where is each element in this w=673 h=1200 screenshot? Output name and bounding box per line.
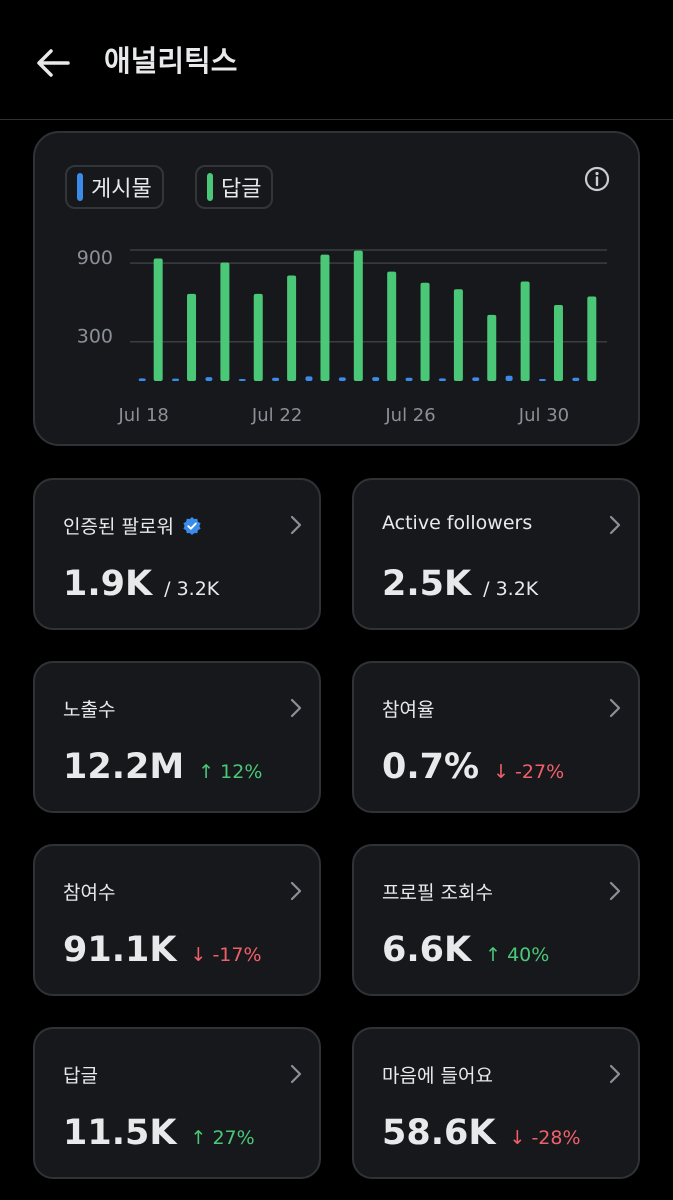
metric-value-row: 6.6K ↑ 40% — [382, 928, 549, 977]
bar-replies — [420, 282, 430, 381]
metric-label: 참여수 — [63, 882, 116, 904]
metric-value-row: 58.6K ↓ -28% — [382, 1111, 581, 1160]
metric-label: 답글 — [63, 1065, 98, 1087]
bar-replies — [220, 262, 230, 381]
metric-card-verified-followers[interactable]: 인증된 팔로워 1.9K / 3.2K — [33, 478, 321, 630]
bar-posts — [205, 377, 213, 381]
metric-value-row: 2.5K / 3.2K — [382, 562, 538, 611]
metric-value: 0.7% — [382, 747, 480, 787]
bar-posts — [572, 377, 580, 381]
bar-posts — [405, 377, 413, 381]
bar-posts — [238, 379, 246, 381]
x-tick-label: Jul 26 — [384, 405, 435, 426]
bar-posts — [372, 377, 380, 381]
legend-posts-chip[interactable]: 게시물 — [65, 165, 164, 209]
legend-replies-swatch — [207, 173, 213, 201]
chevron-right-icon — [290, 881, 302, 901]
metric-value: 2.5K — [382, 564, 472, 604]
metric-total: / 3.2K — [483, 578, 539, 600]
arrow-left-icon[interactable] — [30, 40, 76, 86]
metric-change: ↓ -17% — [190, 944, 262, 966]
metric-card-engagements[interactable]: 참여수 91.1K ↓ -17% — [33, 844, 321, 996]
page-title: 애널리틱스 — [104, 44, 238, 78]
bar-replies — [187, 293, 197, 381]
metric-label: 프로필 조회수 — [382, 882, 493, 904]
bar-replies — [320, 254, 330, 381]
y-tick-label: 900 — [77, 247, 113, 269]
chevron-right-icon — [609, 1064, 621, 1084]
metric-card-impressions[interactable]: 노출수 12.2M ↑ 12% — [33, 661, 321, 813]
metric-label: Active followers — [382, 512, 533, 534]
bar-replies — [353, 250, 363, 381]
metric-value: 91.1K — [63, 930, 177, 970]
legend-replies-chip[interactable]: 답글 — [195, 165, 274, 209]
bar-posts — [472, 377, 480, 381]
metric-label: 인증된 팔로워 — [63, 512, 202, 539]
metric-value-row: 11.5K ↑ 27% — [63, 1111, 255, 1160]
metric-value-row: 1.9K / 3.2K — [63, 562, 219, 611]
legend-posts-swatch — [77, 173, 83, 201]
chevron-right-icon — [609, 881, 621, 901]
bar-replies — [387, 271, 397, 381]
metric-value-row: 0.7% ↓ -27% — [382, 745, 564, 794]
metric-card-engagement-rate[interactable]: 참여율 0.7% ↓ -27% — [352, 661, 640, 813]
metric-change: ↓ -28% — [509, 1127, 581, 1149]
x-tick-label: Jul 22 — [251, 405, 302, 426]
metric-change: ↑ 27% — [190, 1127, 255, 1149]
metric-label: 참여율 — [382, 699, 435, 721]
metric-value-row: 91.1K ↓ -17% — [63, 928, 262, 977]
chart-card: 300 900 Jul 18 Jul 22 Jul 26 Jul 30 게시물 답글 — [33, 131, 640, 446]
metric-card-likes[interactable]: 마음에 들어요 58.6K ↓ -28% — [352, 1027, 640, 1179]
info-icon[interactable] — [583, 165, 611, 193]
chevron-right-icon — [290, 698, 302, 718]
chevron-right-icon — [609, 698, 621, 718]
bar-replies — [253, 293, 263, 381]
metric-card-profile-visits[interactable]: 프로필 조회수 6.6K ↑ 40% — [352, 844, 640, 996]
chevron-right-icon — [290, 515, 302, 535]
bar-posts — [138, 378, 146, 381]
x-tick-label: Jul 30 — [518, 405, 569, 426]
bar-replies — [153, 258, 163, 381]
y-tick-label: 300 — [77, 326, 113, 348]
legend-replies-label: 답글 — [221, 177, 262, 202]
metric-value: 11.5K — [63, 1113, 177, 1153]
bar-replies — [287, 275, 297, 381]
app-header: 애널리틱스 — [0, 0, 673, 120]
bar-replies — [487, 314, 497, 381]
metric-value-row: 12.2M ↑ 12% — [63, 745, 262, 794]
bar-replies — [553, 305, 563, 381]
bar-replies — [453, 289, 463, 381]
chevron-right-icon — [290, 1064, 302, 1084]
metric-card-active-followers[interactable]: Active followers 2.5K / 3.2K — [352, 478, 640, 630]
bar-replies — [587, 296, 597, 381]
x-tick-label: Jul 18 — [118, 405, 169, 426]
legend-posts-label: 게시물 — [91, 177, 152, 202]
verified-badge-icon — [183, 516, 201, 535]
metric-card-replies[interactable]: 답글 11.5K ↑ 27% — [33, 1027, 321, 1179]
bar-replies — [520, 281, 530, 381]
bar-posts — [338, 377, 346, 381]
bar-posts — [305, 376, 313, 381]
metric-total: / 3.2K — [164, 578, 220, 600]
bar-posts — [538, 379, 546, 381]
metric-label: 마음에 들어요 — [382, 1065, 493, 1087]
metric-change: ↓ -27% — [493, 761, 565, 783]
metric-label-text: 인증된 팔로워 — [63, 516, 174, 538]
metric-value: 58.6K — [382, 1113, 496, 1153]
metric-value: 6.6K — [382, 930, 472, 970]
metric-value: 12.2M — [63, 747, 185, 787]
bar-posts — [438, 378, 446, 381]
metric-label: 노출수 — [63, 699, 116, 721]
metric-change: ↑ 40% — [485, 944, 550, 966]
metric-change: ↑ 12% — [198, 761, 263, 783]
chevron-right-icon — [609, 515, 621, 535]
bar-posts — [272, 377, 280, 381]
bar-posts — [172, 378, 180, 381]
metric-value: 1.9K — [63, 564, 153, 604]
bar-chart: 300 900 Jul 18 Jul 22 Jul 26 Jul 30 — [77, 247, 607, 426]
bar-posts — [505, 375, 513, 381]
